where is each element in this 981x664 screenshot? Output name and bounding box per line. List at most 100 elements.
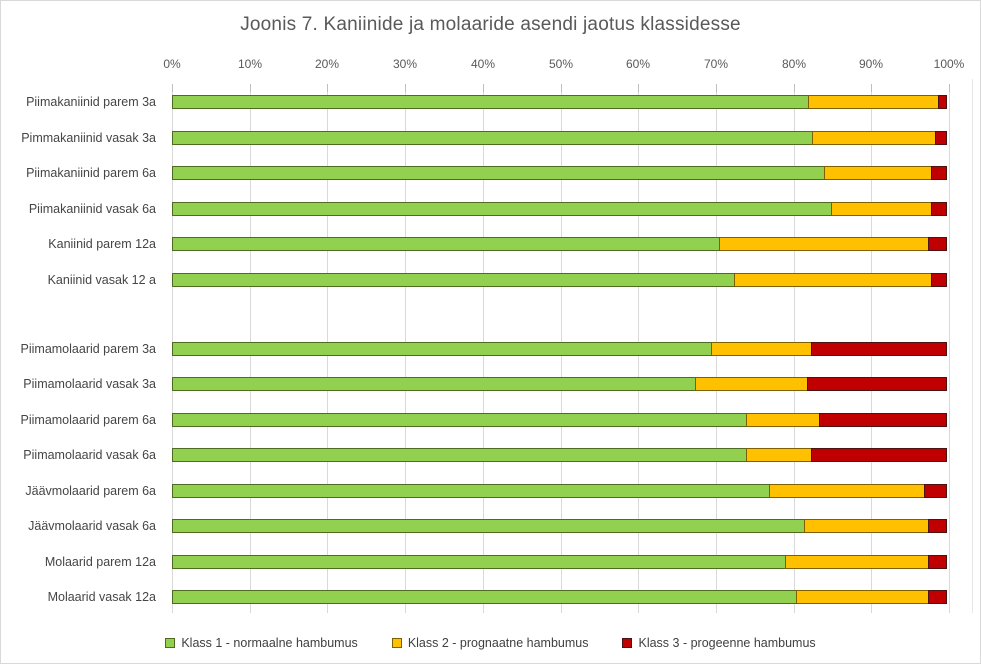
bar-segment-klass-1 — [172, 166, 825, 181]
bar-segment-klass-1 — [172, 201, 833, 216]
bar-segment-klass-1 — [172, 519, 806, 534]
x-axis-tick-label: 70% — [703, 57, 729, 71]
stacked-bar — [172, 201, 949, 216]
category-label: Piimamolaarid vasak 3a — [23, 377, 156, 392]
bar-segment-klass-1 — [172, 448, 747, 463]
category-axis: Piimakaniinid parem 3a Pimmakaniinid vasa… — [1, 79, 164, 613]
bar-segment-klass-2 — [734, 273, 933, 287]
bar-segment-klass-2 — [695, 377, 809, 392]
bar-segment-klass-2 — [745, 412, 820, 427]
x-axis-tick-label: 10% — [237, 57, 263, 71]
axis-tick — [794, 84, 795, 92]
x-axis-tick-label: 100% — [933, 57, 965, 71]
stacked-bar — [172, 130, 949, 145]
axis-tick — [172, 84, 173, 92]
bar-segment-klass-2 — [804, 519, 929, 534]
axis-tick — [483, 84, 484, 92]
bar-segment-klass-3 — [807, 377, 947, 392]
bar-segment-klass-1 — [172, 590, 798, 605]
category-label: Piimakaniinid parem 3a — [26, 95, 156, 109]
category-label: Piimamolaarid parem 6a — [20, 412, 156, 427]
axis-tick — [871, 84, 872, 92]
plot-area — [172, 79, 973, 613]
bar-segment-klass-1 — [172, 95, 810, 109]
bar-segment-klass-2 — [784, 554, 929, 569]
legend-swatch-icon — [622, 638, 633, 648]
axis-tick — [561, 84, 562, 92]
bar-segment-klass-1 — [172, 273, 736, 287]
stacked-bar — [172, 412, 949, 427]
category-label: Kaniinid vasak 12 a — [47, 273, 156, 287]
axis-tick — [327, 84, 328, 92]
stacked-bar — [172, 237, 949, 252]
stacked-bar — [172, 448, 949, 463]
legend: Klass 1 - normaalne hambumus Klass 2 - pr… — [1, 636, 980, 650]
stacked-bar — [172, 341, 949, 356]
bar-segment-klass-3 — [927, 519, 947, 534]
axis-tick — [638, 84, 639, 92]
stacked-bar — [172, 377, 949, 392]
stacked-bar — [172, 273, 949, 287]
stacked-bar — [172, 166, 949, 181]
bar-segment-klass-1 — [172, 483, 771, 498]
category-label: Molaarid vasak 12a — [47, 590, 156, 605]
x-axis-tick-label: 0% — [163, 57, 181, 71]
category-label: Piimamolaarid vasak 6a — [23, 448, 156, 463]
legend-swatch-icon — [391, 638, 402, 648]
bar-segment-klass-3 — [927, 554, 947, 569]
bar-segment-klass-2 — [808, 95, 939, 109]
bar-segment-klass-3 — [811, 341, 947, 356]
bar-segment-klass-2 — [823, 166, 933, 181]
x-axis-tick-label: 80% — [781, 57, 807, 71]
legend-label: Klass 1 - normaalne hambumus — [181, 636, 358, 650]
category-label: Pimmakaniinid vasak 3a — [21, 130, 156, 145]
category-label: Jäävmolaarid parem 6a — [25, 483, 156, 498]
bar-segment-klass-3 — [935, 130, 947, 145]
x-axis: 0% 10% 20% 30% 40% 50% 60% 70% 80% 90% 100% — [163, 57, 964, 73]
x-axis-tick-label: 40% — [470, 57, 496, 71]
axis-tick — [716, 84, 717, 92]
bar-segment-klass-1 — [172, 237, 720, 252]
legend-swatch-icon — [165, 638, 176, 648]
bar-segment-klass-3 — [923, 483, 947, 498]
bar-segment-klass-3 — [811, 448, 947, 463]
bar-segment-klass-1 — [172, 554, 786, 569]
stacked-bar — [172, 483, 949, 498]
chart-title: Joonis 7. Kaniinide ja molaaride asendi … — [240, 14, 741, 35]
x-axis-tick-label: 90% — [858, 57, 884, 71]
axis-tick — [250, 84, 251, 92]
bar-segment-klass-2 — [812, 130, 937, 145]
bar-segment-klass-2 — [718, 237, 929, 252]
x-axis-tick-label: 30% — [392, 57, 418, 71]
stacked-bar — [172, 554, 949, 569]
bar-segment-klass-1 — [172, 377, 697, 392]
legend-item-klass-1: Klass 1 - normaalne hambumus — [165, 636, 358, 650]
category-label: Jäävmolaarid vasak 6a — [28, 519, 156, 534]
axis-tick — [949, 84, 950, 92]
bar-segment-klass-2 — [796, 590, 929, 605]
bar-segment-klass-2 — [711, 341, 812, 356]
bar-segment-klass-3 — [937, 95, 947, 109]
category-label: Piimakaniinid parem 6a — [26, 166, 156, 181]
gridline — [949, 85, 950, 613]
bar-segment-klass-3 — [818, 412, 947, 427]
bar-segment-klass-3 — [931, 273, 947, 287]
bar-segment-klass-2 — [831, 201, 933, 216]
stacked-bar — [172, 590, 949, 605]
bar-segment-klass-1 — [172, 130, 814, 145]
stacked-bar — [172, 519, 949, 534]
bar-segment-klass-3 — [927, 590, 947, 605]
category-label: Piimamolaarid parem 3a — [20, 341, 156, 356]
legend-label: Klass 3 - progeenne hambumus — [638, 636, 816, 650]
x-axis-tick-label: 60% — [625, 57, 651, 71]
bar-segment-klass-3 — [927, 237, 947, 252]
category-label: Molaarid parem 12a — [44, 554, 156, 569]
category-label: Kaniinid parem 12a — [48, 237, 156, 252]
axis-tick — [405, 84, 406, 92]
bar-segment-klass-3 — [931, 166, 947, 181]
x-axis-tick-label: 20% — [314, 57, 340, 71]
legend-label: Klass 2 - prognaatne hambumus — [407, 636, 589, 650]
bar-segment-klass-2 — [769, 483, 925, 498]
stacked-bar — [172, 95, 949, 109]
